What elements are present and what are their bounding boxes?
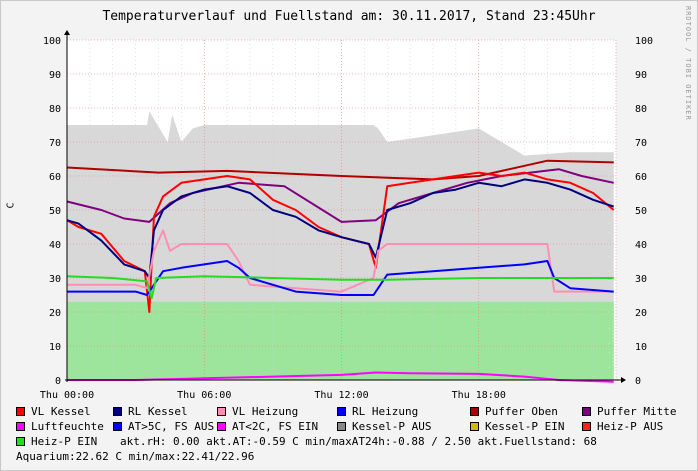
y-tick-label-right: 20	[635, 308, 647, 319]
legend-row-2: Luftfeuchte AT>5C, FS AUS AT<2C, FS EIN Kes…	[16, 419, 692, 434]
y-tick-label-left: 30	[49, 274, 61, 285]
legend-swatch	[217, 422, 226, 431]
legend-swatch	[113, 407, 122, 416]
legend-label: Kessel-P AUS	[352, 420, 432, 433]
legend-item-heiz-p-ein: Heiz-P EIN	[16, 434, 97, 449]
chart-plot: 0 0 10 10 20 20 30 30 40 40 50 50 60 60 70 70 80 80 90 90 10…	[40, 30, 653, 400]
legend-item: AT<2C, FS EIN	[217, 419, 318, 434]
legend-item: RL Heizung	[337, 404, 418, 419]
legend-swatch	[470, 422, 479, 431]
legend-swatch	[337, 407, 346, 416]
legend: VL Kessel RL Kessel VL Heizung RL Heizung Pu…	[16, 404, 692, 464]
aquarium-line: Aquarium:22.62 C min/max:22.41/22.96	[16, 450, 255, 463]
side-credit: RRDTOOL / TOBI OETIKER	[684, 6, 692, 121]
legend-label: Kessel-P EIN	[485, 420, 565, 433]
legend-item: Kessel-P AUS	[337, 419, 431, 434]
chart-title: Temperaturverlauf und Fuellstand am: 30.…	[102, 9, 596, 24]
y-tick-label-right: 60	[635, 172, 647, 183]
legend-item: RL Kessel	[113, 404, 188, 419]
legend-item: Puffer Oben	[470, 404, 558, 419]
legend-label: VL Kessel	[31, 405, 91, 418]
legend-label: Puffer Mitte	[597, 405, 677, 418]
y-tick-label-left: 80	[49, 104, 61, 115]
legend-swatch	[582, 422, 591, 431]
legend-label: Heiz-P AUS	[597, 420, 664, 433]
y-tick-label-right: 50	[635, 206, 647, 217]
y-tick-label-right: 90	[635, 70, 647, 81]
legend-label: AT>5C, FS AUS	[128, 420, 215, 433]
legend-label: Heiz-P EIN	[31, 435, 98, 448]
y-tick-label-left: 10	[49, 342, 61, 353]
legend-label: VL Heizung	[232, 405, 299, 418]
legend-swatch	[337, 422, 346, 431]
legend-label: RL Kessel	[128, 405, 188, 418]
y-tick-label-right: 40	[635, 240, 647, 251]
y-tick-label-left: 60	[49, 172, 61, 183]
legend-label: AT<2C, FS EIN	[232, 420, 319, 433]
legend-label: Puffer Oben	[485, 405, 558, 418]
series-line-rl_kessel	[66, 178, 615, 279]
legend-swatch	[470, 407, 479, 416]
y-tick-label-right: 30	[635, 274, 647, 285]
legend-row-4: Aquarium:22.62 C min/max:22.41/22.96	[16, 449, 692, 464]
legend-item: VL Heizung	[217, 404, 298, 419]
series-line-luftfeuchte	[67, 371, 614, 383]
stats-line: akt.rH: 0.00 akt.AT:-0.59 C min/maxAT24h…	[120, 435, 597, 448]
legend-item: VL Kessel	[16, 404, 91, 419]
legend-row-3: Heiz-P EIN akt.rH: 0.00 akt.AT:-0.59 C m…	[16, 434, 692, 449]
y-tick-label-right: 80	[635, 104, 647, 115]
y-tick-label-left: 20	[49, 308, 61, 319]
y-tick-label-left: 100	[43, 36, 61, 47]
legend-label: RL Heizung	[352, 405, 419, 418]
legend-swatch	[113, 422, 122, 431]
legend-row-1: VL Kessel RL Kessel VL Heizung RL Heizung Pu…	[16, 404, 692, 419]
y-tick-label-left: 70	[49, 138, 61, 149]
y-tick-label-right: 100	[635, 36, 653, 47]
legend-item: Heiz-P AUS	[582, 419, 663, 434]
x-tick-label: Thu 18:00	[452, 390, 506, 400]
x-tick-label: Thu 06:00	[177, 390, 231, 400]
legend-swatch	[582, 407, 591, 416]
y-tick-label-left: 40	[49, 240, 61, 251]
series-line-vl_kessel	[66, 171, 615, 313]
legend-swatch	[16, 422, 25, 431]
x-tick-label: Thu 12:00	[314, 390, 368, 400]
legend-item: Kessel-P EIN	[470, 419, 564, 434]
series-line-rl_heizung	[67, 260, 614, 296]
legend-item: Luftfeuchte	[16, 419, 104, 434]
y-axis-arrow	[64, 30, 70, 35]
y-tick-label-left: 90	[49, 70, 61, 81]
legend-label: Luftfeuchte	[31, 420, 104, 433]
legend-swatch	[217, 407, 226, 416]
y-tick-label-right: 0	[635, 376, 641, 387]
area-heiz_p_area	[67, 301, 614, 380]
legend-item: AT>5C, FS AUS	[113, 419, 214, 434]
x-axis-arrow	[621, 377, 626, 383]
legend-swatch	[16, 407, 25, 416]
y-tick-label-right: 10	[635, 342, 647, 353]
legend-swatch	[16, 437, 25, 446]
y-tick-label-right: 70	[635, 138, 647, 149]
x-tick-label: Thu 00:00	[40, 390, 94, 400]
y-tick-label-left: 50	[49, 206, 61, 217]
series-line-heiz_p_ein	[66, 275, 614, 300]
y-tick-label-left: 0	[55, 376, 61, 387]
legend-item: Puffer Mitte	[582, 404, 676, 419]
